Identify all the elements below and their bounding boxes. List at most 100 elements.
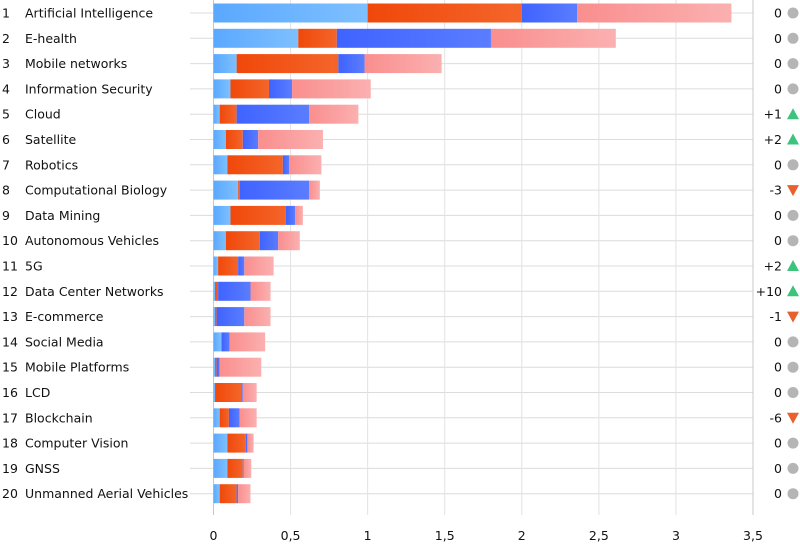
rank-label: 3: [2, 56, 10, 71]
bar-segment: [238, 180, 240, 200]
x-tick-label: 1: [364, 528, 372, 543]
bar-segment: [258, 130, 323, 149]
trend-up-icon: [787, 133, 799, 145]
trend-same-icon: [787, 361, 799, 373]
bar-segment: [336, 28, 491, 48]
grid: [190, 0, 754, 515]
rank-change-value: 0: [774, 436, 782, 451]
bar-segment: [298, 28, 337, 48]
trend-down-icon: [787, 185, 799, 197]
rank-label: 9: [2, 208, 10, 223]
rank-label: 19: [2, 461, 18, 476]
x-tick-label: 0,5: [281, 528, 301, 543]
bar-segment: [213, 383, 216, 402]
bar-segment: [218, 281, 251, 301]
trend-same-icon: [787, 209, 799, 221]
category-label: Computational Biology: [25, 183, 168, 198]
bar-segment: [225, 130, 243, 149]
bar-segment: [225, 231, 260, 251]
category-label: E-commerce: [25, 309, 104, 324]
rank-label: 18: [2, 436, 18, 451]
category-label: Satellite: [25, 132, 77, 147]
rank-label: 6: [2, 132, 10, 147]
bar-segment: [228, 408, 240, 428]
rank-change-value: +1: [764, 107, 782, 122]
bar-segment: [213, 458, 228, 478]
category-label: Computer Vision: [25, 436, 128, 451]
category-label: Unmanned Aerial Vehicles: [25, 486, 188, 501]
trend-same-icon: [787, 488, 799, 500]
x-tick-label: 1,5: [435, 528, 455, 543]
category-label: Blockchain: [25, 410, 93, 425]
bar-segment: [295, 205, 303, 225]
rank-change-value: 0: [774, 31, 782, 46]
x-tick-label: 3: [672, 528, 680, 543]
trend-same-icon: [787, 159, 799, 171]
bar-segment: [230, 79, 269, 99]
trend-same-icon: [787, 235, 799, 247]
trend-up-icon: [787, 108, 799, 120]
bar-segment: [244, 256, 274, 276]
category-label: LCD: [25, 385, 50, 400]
bar-segment: [241, 383, 243, 402]
bar-segment: [221, 332, 222, 352]
bar-segment: [213, 28, 299, 48]
bar-segment: [227, 433, 246, 453]
bar-segment: [213, 79, 231, 99]
rank-label: 17: [2, 410, 18, 425]
bar-segment: [577, 3, 732, 23]
rank-change-value: 0: [774, 360, 782, 375]
bar-segment: [215, 383, 242, 402]
bar-segment: [227, 155, 283, 175]
bar-segment: [309, 104, 359, 124]
bar-segment: [213, 130, 226, 149]
trend-up-icon: [787, 260, 799, 271]
rank-label: 15: [2, 360, 18, 375]
rank-label: 5: [2, 107, 10, 122]
bar-segment: [213, 281, 216, 301]
bar-segment: [221, 332, 230, 352]
bar-segment: [236, 104, 310, 124]
bar-segment: [213, 484, 220, 504]
rank-label: 10: [2, 233, 18, 248]
trend-same-icon: [787, 336, 799, 348]
bar-segment: [247, 433, 254, 453]
rank-label: 11: [2, 259, 18, 274]
rank-label: 13: [2, 309, 18, 324]
bar-segment: [230, 205, 286, 225]
category-label: Data Mining: [25, 208, 100, 223]
category-label: Data Center Networks: [25, 284, 164, 299]
bar-segment: [216, 307, 245, 327]
bar-segment: [219, 408, 229, 428]
bar-segment: [213, 155, 228, 175]
bar-segment: [213, 3, 368, 23]
bar-segment: [213, 180, 239, 200]
bar-segment: [236, 54, 339, 74]
category-label: Mobile Platforms: [25, 360, 129, 375]
bar-segment: [213, 307, 216, 327]
rank-change-value: 0: [774, 81, 782, 96]
trend-same-icon: [787, 437, 799, 449]
rank-change-value: +10: [756, 284, 782, 299]
x-tick-label: 0: [210, 528, 218, 543]
bar-segment: [309, 180, 320, 200]
bar-segment: [219, 104, 237, 124]
rank-changes: 0 0 0 0 +1 +2 0 -3 0 0 +2 +10 -1 0 0 0 -6 0 0 0: [756, 6, 799, 501]
bar-segment: [213, 54, 237, 74]
rank-label: 4: [2, 81, 10, 96]
bar-segment: [213, 433, 228, 453]
bar-segment: [282, 155, 290, 175]
bar-segment: [213, 231, 226, 251]
x-axis-ticks: 0 0,5 1 1,5 2 2,5 3 3,5: [210, 528, 763, 543]
rank-label: 1: [2, 6, 10, 21]
category-label: Robotics: [25, 157, 78, 172]
rank-change-value: 0: [774, 334, 782, 349]
rank-change-value: -1: [770, 309, 782, 324]
bar-segment: [278, 231, 300, 251]
rank-label: 14: [2, 334, 18, 349]
rank-change-value: 0: [774, 233, 782, 248]
bar-segment: [215, 307, 217, 327]
bar-segment: [238, 484, 251, 504]
bar-segment: [244, 307, 271, 327]
category-label: Cloud: [25, 107, 61, 122]
